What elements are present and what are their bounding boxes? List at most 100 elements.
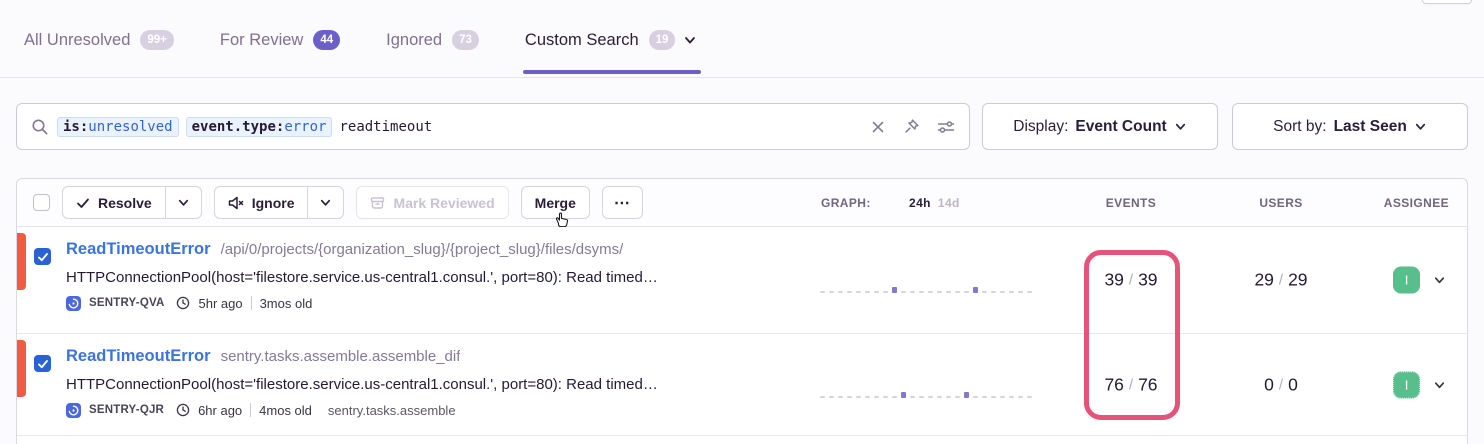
issue-checkbox[interactable] (34, 355, 51, 372)
chevron-down-icon[interactable] (1433, 274, 1446, 287)
events-count: 76 / 76 (1061, 374, 1201, 395)
search-input[interactable]: is:unresolved event.type:error readtimeo… (57, 116, 862, 137)
users-total: 0 (1288, 374, 1298, 394)
issue-search-bar[interactable]: is:unresolved event.type:error readtimeo… (16, 103, 970, 150)
events-count: 39 / 39 (1061, 270, 1201, 291)
age-separator (250, 403, 252, 417)
events-total: 39 (1138, 269, 1158, 290)
issue-checkbox[interactable] (34, 248, 51, 265)
ignore-dropdown-button[interactable] (307, 187, 343, 218)
pin-search-icon[interactable] (903, 118, 920, 135)
sliders-icon[interactable] (937, 119, 955, 135)
archive-icon (371, 196, 385, 209)
project-icon (66, 402, 81, 418)
chevron-down-icon[interactable] (683, 33, 697, 47)
chevron-down-icon[interactable] (1433, 378, 1446, 391)
more-label: ⋯ (613, 194, 631, 212)
search-token-is-unresolved[interactable]: is:unresolved (57, 116, 179, 137)
events-column-header: EVENTS (1105, 196, 1157, 210)
events-period: 76 (1104, 374, 1124, 394)
tab-label: Ignored (386, 30, 443, 49)
tab-count-badge: 73 (452, 30, 479, 50)
issue-content: ReadTimeoutError /api/0/projects/{organi… (66, 240, 806, 312)
tabs-divider (0, 77, 1484, 78)
assignee-column-header: ASSIGNEE (1383, 196, 1449, 210)
slash-separator: / (1278, 271, 1284, 289)
issue-age: 5hr ago 3mos old (198, 296, 312, 311)
mark-reviewed-button[interactable]: Mark Reviewed (357, 187, 507, 218)
issue-message: HTTPConnectionPool(host='filestore.servi… (66, 269, 658, 286)
resolve-label: Resolve (98, 194, 152, 211)
issue-title-link[interactable]: ReadTimeoutError (66, 347, 211, 365)
first-seen: 4mos old (259, 402, 312, 418)
users-total: 29 (1288, 269, 1308, 290)
events-period: 39 (1104, 269, 1124, 290)
active-tab-underline (522, 70, 702, 74)
assignee-cell: I (1393, 371, 1446, 398)
project-slug[interactable]: SENTRY-QJR (89, 404, 165, 416)
assignee-avatar[interactable]: I (1393, 371, 1420, 398)
first-seen: 3mos old (259, 295, 313, 311)
sort-value: Last Seen (1333, 117, 1407, 135)
clock-icon (176, 403, 190, 417)
tab-label: For Review (219, 30, 304, 49)
mute-icon (228, 196, 243, 209)
cutoff-button[interactable] (1422, 0, 1472, 4)
ignore-label: Ignore (251, 194, 295, 211)
graph-column-header: GRAPH: (821, 196, 871, 210)
users-column-header: USERS (1259, 196, 1303, 210)
tab-count-badge: 44 (313, 30, 341, 50)
ignore-button[interactable]: Ignore (215, 187, 308, 218)
events-sparkline-chart (820, 281, 1040, 293)
clock-icon (176, 296, 190, 310)
select-all-checkbox[interactable] (33, 194, 50, 211)
checkmark-icon (37, 359, 48, 368)
token-value: error (284, 118, 327, 135)
issues-toolbar: Resolve Ignore Mark Reviewed Merge (17, 179, 1467, 228)
checkmark-icon (37, 252, 48, 261)
last-seen: 5hr ago (198, 295, 243, 311)
merge-button[interactable]: Merge (522, 187, 589, 218)
issue-row[interactable]: ReadTimeoutError sentry.tasks.assemble.a… (17, 334, 1467, 436)
age-separator (250, 296, 252, 310)
tab-custom-search[interactable]: Custom Search 19 (522, 30, 702, 74)
token-key: is: (63, 118, 89, 135)
chevron-down-icon (1415, 123, 1425, 130)
mark-reviewed-button-group: Mark Reviewed (356, 186, 509, 219)
tab-count-badge: 99+ (140, 30, 174, 50)
resolve-dropdown-button[interactable] (164, 187, 201, 218)
display-dropdown[interactable]: Display: Event Count (982, 103, 1218, 150)
project-slug[interactable]: SENTRY-QVA (89, 297, 165, 309)
events-sparkline-chart (820, 386, 1040, 398)
tab-label: Custom Search (524, 30, 639, 49)
sort-by-dropdown[interactable]: Sort by: Last Seen (1232, 103, 1468, 150)
slash-separator: / (1128, 271, 1134, 289)
search-actions (870, 118, 955, 135)
issue-row[interactable]: ReadTimeoutError /api/0/projects/{organi… (17, 227, 1467, 334)
tab-all-unresolved[interactable]: All Unresolved 99+ (24, 30, 174, 74)
chevron-down-icon (1175, 123, 1185, 130)
users-count: 29 / 29 (1201, 270, 1361, 291)
issue-tag: sentry.tasks.assemble (327, 402, 456, 418)
issue-title-link[interactable]: ReadTimeoutError (66, 240, 211, 258)
error-level-bar (17, 233, 26, 290)
issues-panel: Resolve Ignore Mark Reviewed Merge (16, 178, 1468, 444)
assignee-avatar[interactable]: I (1393, 266, 1420, 294)
clear-search-icon[interactable] (870, 119, 886, 135)
merge-button-group: Merge (520, 186, 590, 228)
search-free-text: readtimeout (339, 118, 433, 135)
search-token-event-type[interactable]: event.type:error (185, 116, 333, 137)
chevron-down-icon (321, 199, 331, 206)
more-actions-button[interactable]: ⋯ (603, 187, 642, 218)
tab-for-review[interactable]: For Review 44 (219, 30, 341, 74)
resolve-button[interactable]: Resolve (63, 187, 165, 218)
users-period: 0 (1264, 374, 1274, 394)
range-24h-toggle[interactable]: 24h (909, 196, 931, 210)
range-14d-toggle[interactable]: 14d (937, 196, 960, 210)
tab-ignored[interactable]: Ignored 73 (386, 30, 479, 74)
token-value: unresolved (88, 118, 173, 135)
mark-reviewed-label: Mark Reviewed (393, 194, 495, 211)
column-headers: GRAPH: 24h 14d EVENTS USERS ASSIGNEE (17, 179, 1467, 227)
display-value: Event Count (1075, 117, 1167, 135)
users-period: 29 (1254, 269, 1274, 290)
